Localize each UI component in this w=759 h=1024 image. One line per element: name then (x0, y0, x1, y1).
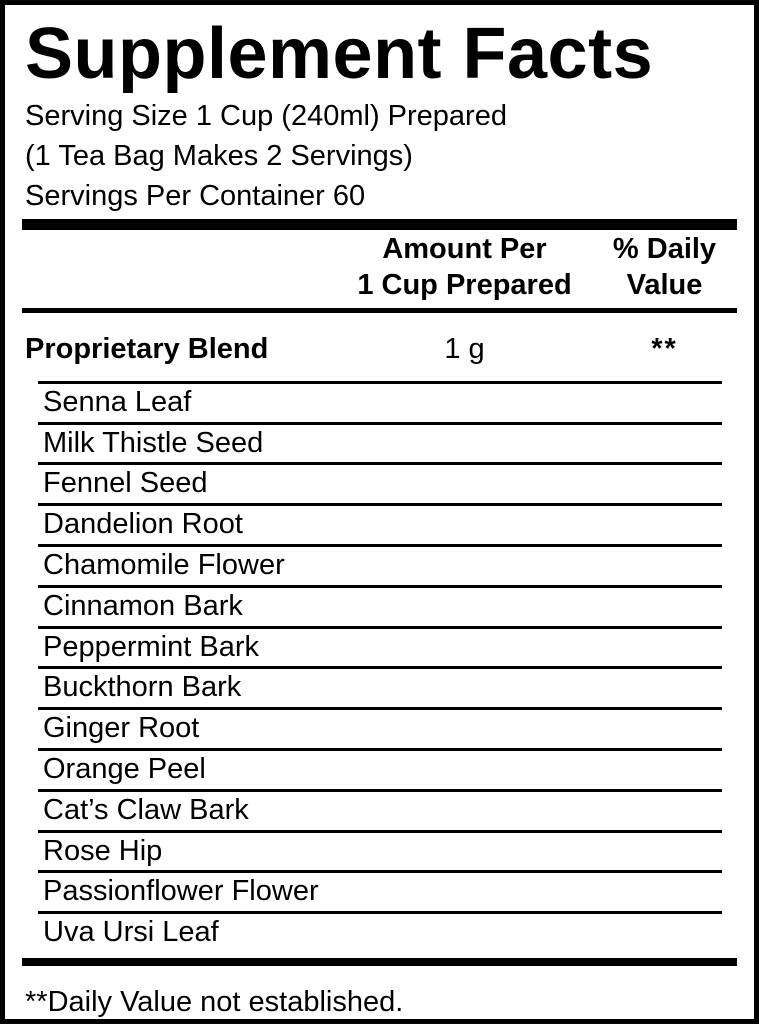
name-column-header-spacer (22, 231, 337, 303)
ingredient-row: Dandelion Root (38, 503, 722, 544)
ingredient-row: Senna Leaf (38, 380, 722, 422)
ingredient-name: Ginger Root (43, 712, 200, 745)
proprietary-blend-amount: 1 g (444, 332, 485, 365)
ingredient-name: Peppermint Bark (43, 630, 259, 663)
ingredient-row: Fennel Seed (38, 462, 722, 503)
tea-bag-note-line: (1 Tea Bag Makes 2 Servings) (25, 139, 413, 172)
thick-divider-bottom (22, 958, 737, 967)
daily-value-column-header: % Daily Value (592, 231, 737, 303)
amount-column-header: Amount Per 1 Cup Prepared (337, 231, 592, 303)
ingredient-name: Fennel Seed (43, 467, 208, 500)
ingredient-row: Orange Peel (38, 748, 722, 789)
ingredient-row: Cat’s Claw Bark (38, 788, 722, 830)
ingredient-row: Ginger Root (38, 707, 722, 748)
servings-per-container-line: Servings Per Container 60 (25, 179, 366, 212)
ingredient-name: Cat’s Claw Bark (43, 793, 249, 826)
daily-value-header-line2: Value (626, 268, 703, 301)
amount-header-line1: Amount Per (382, 232, 547, 265)
ingredient-name: Senna Leaf (43, 385, 192, 418)
serving-size-line: Serving Size 1 Cup (240ml) Prepared (25, 99, 507, 132)
panel-inner: Supplement Facts Serving Size 1 Cup (240… (5, 17, 754, 1019)
column-headers: Amount Per 1 Cup Prepared % Daily Value (22, 231, 737, 303)
ingredient-row: Buckthorn Bark (38, 666, 722, 707)
ingredient-row: Peppermint Bark (38, 625, 722, 667)
thick-divider-top (22, 218, 737, 230)
medium-divider-under-headers (22, 307, 737, 313)
ingredient-row: Milk Thistle Seed (38, 421, 722, 463)
proprietary-blend-daily-value: ** (651, 332, 678, 365)
ingredient-row: Uva Ursi Leaf (38, 911, 722, 952)
ingredient-name: Passionflower Flower (43, 875, 319, 908)
ingredient-list: Senna Leaf Milk Thistle Seed Fennel Seed… (38, 380, 722, 952)
ingredient-row: Rose Hip (38, 829, 722, 871)
ingredient-row: Chamomile Flower (38, 544, 722, 585)
proprietary-blend-name: Proprietary Blend (25, 332, 269, 365)
proprietary-blend-row: Proprietary Blend 1 g ** (22, 313, 737, 381)
ingredient-row: Cinnamon Bark (38, 584, 722, 626)
ingredient-name: Cinnamon Bark (43, 589, 243, 622)
daily-value-header-line1: % Daily (612, 232, 717, 265)
ingredient-name: Dandelion Root (43, 508, 243, 541)
ingredient-name: Uva Ursi Leaf (43, 916, 219, 949)
ingredient-row: Passionflower Flower (38, 870, 722, 911)
daily-value-footnote: **Daily Value not established. (25, 986, 404, 1019)
panel-title: Supplement Facts (25, 14, 654, 94)
ingredient-name: Rose Hip (43, 834, 163, 867)
ingredient-name: Milk Thistle Seed (43, 426, 264, 459)
ingredient-name: Chamomile Flower (43, 548, 285, 581)
amount-header-line2: 1 Cup Prepared (357, 268, 572, 301)
ingredient-name: Buckthorn Bark (43, 671, 242, 704)
serving-info: Serving Size 1 Cup (240ml) Prepared (1 T… (25, 96, 734, 216)
ingredient-name: Orange Peel (43, 752, 206, 785)
